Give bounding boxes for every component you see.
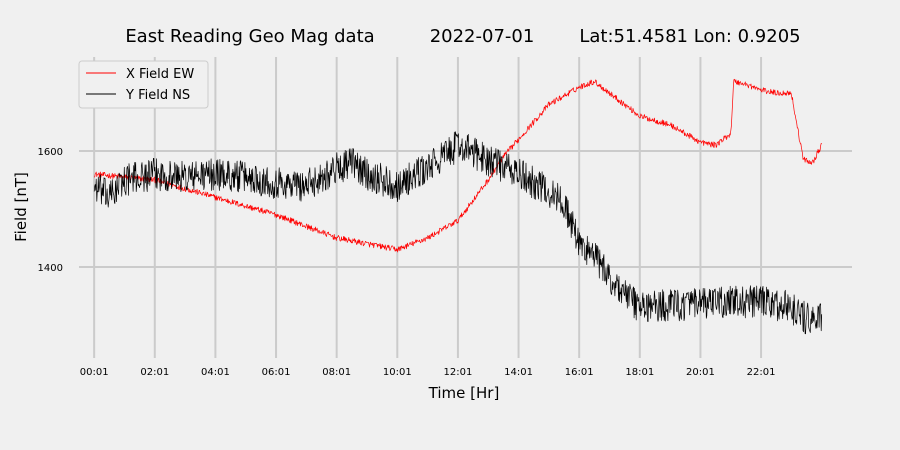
x-tick-label: 16:01 — [565, 367, 594, 378]
x-axis-label: Time [Hr] — [428, 384, 500, 402]
y-axis-label: Field [nT] — [12, 172, 30, 242]
x-tick-label: 08:01 — [322, 367, 351, 378]
y-tick-labels: 1400 1600 — [38, 147, 63, 274]
x-tick-label: 12:01 — [444, 367, 473, 378]
x-tick-label: 04:01 — [201, 367, 230, 378]
x-tick-label: 20:01 — [686, 367, 715, 378]
x-tick-label: 18:01 — [625, 367, 654, 378]
legend: X Field EW Y Field NS — [78, 60, 209, 109]
legend-label-y-field: Y Field NS — [125, 88, 190, 103]
x-tick-label: 02:01 — [140, 367, 169, 378]
series-layer — [93, 78, 823, 335]
x-tick-label: 06:01 — [262, 367, 291, 378]
grid-lines — [79, 57, 852, 358]
x-tick-label: 10:01 — [383, 367, 412, 378]
x-tick-label: 14:01 — [504, 367, 533, 378]
chart-title-name: East Reading Geo Mag data — [125, 26, 374, 47]
x-tick-label: 00:01 — [80, 367, 109, 378]
chart-title-location: Lat:51.4581 Lon: 0.9205 — [579, 26, 800, 47]
legend-label-x-field: X Field EW — [126, 67, 194, 82]
x-tick-labels: 00:01 02:01 04:01 06:01 08:01 10:01 12:01 14:01… — [80, 367, 776, 378]
series-line-x-field — [94, 78, 822, 253]
y-tick-label: 1400 — [38, 263, 63, 274]
chart-title-date: 2022-07-01 — [430, 26, 535, 47]
y-tick-label: 1600 — [38, 147, 63, 158]
x-tick-label: 22:01 — [747, 367, 776, 378]
series-line-y-field — [93, 131, 823, 335]
